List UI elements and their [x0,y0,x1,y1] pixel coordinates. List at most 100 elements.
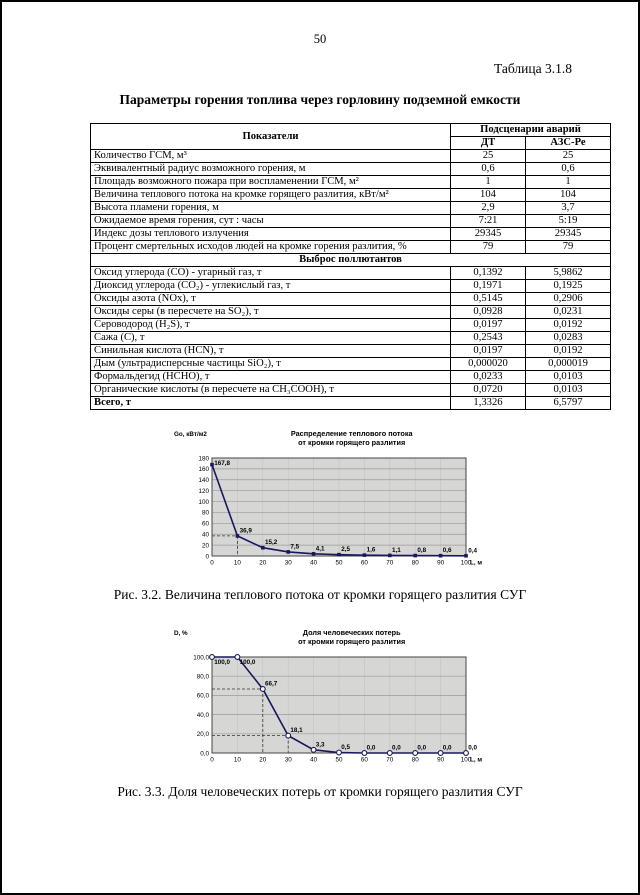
svg-text:120: 120 [198,488,209,495]
row-value: 0,000019 [524,357,612,371]
svg-text:7,5: 7,5 [290,543,299,550]
figure-human-losses: 0,0 20,0 40,0 60,0 80,0 100,0 100,0 100,0 66,7 18… [172,623,638,778]
svg-text:0,4: 0,4 [468,547,477,554]
row-value: 0,1392 [450,266,526,280]
svg-text:60,0: 60,0 [197,693,210,700]
row-value: 0,5145 [450,292,526,306]
row-label: Процент смертельных исходов людей на кро… [90,240,451,254]
row-value: 0,0283 [524,331,612,345]
row-value: 29345 [524,227,612,241]
page-number: 50 [313,32,327,46]
svg-text:0,0: 0,0 [468,745,477,752]
svg-text:60: 60 [202,521,210,528]
row-label: Оксиды серы (в пересчете на SO₂), т [90,305,451,319]
row-label: Диоксид углерода (CO₂) - углекислый газ,… [90,279,451,293]
row-value: 0,0103 [524,383,612,397]
svg-text:20: 20 [259,757,267,764]
row-label: Синильная кислота (HCN), т [90,344,451,358]
table-row: Процент смертельных исходов людей на кро… [90,240,612,254]
row-value: 5:19 [524,214,612,228]
table-row: Диоксид углерода (CO₂) - углекислый газ,… [90,279,612,293]
svg-text:0,8: 0,8 [417,547,426,554]
figure-caption: Рис. 3.2. Величина теплового потока от к… [113,587,527,602]
table-row: Ожидаемое время горения, сут : часы 7:21 5… [90,214,612,228]
svg-text:L, м: L, м [470,757,482,764]
svg-text:160: 160 [198,466,209,473]
svg-text:1,1: 1,1 [392,547,401,554]
table-row: Синильная кислота (HCN), т 0,0197 0,0192 [90,344,612,358]
svg-text:0,0: 0,0 [443,745,452,752]
row-value: 6,5797 [524,396,612,410]
svg-text:60: 60 [361,560,369,567]
row-value: 1 [450,175,526,189]
row-value: 104 [524,188,612,202]
svg-text:0,0: 0,0 [417,745,426,752]
svg-text:Gо, кВт/м2: Gо, кВт/м2 [174,431,207,438]
table-header-row-2: ДТ АЗС-Ре [91,136,612,150]
svg-text:100: 100 [461,757,472,764]
heat-flux-chart: 020406080100120140160180167,836,915,27,5… [174,429,482,567]
row-value: 0,0192 [524,344,612,358]
table-number-label: Таблица 3.1.8 [494,61,572,76]
row-value: 104 [450,188,526,202]
row-value: 0,0192 [524,318,612,332]
svg-text:50: 50 [335,757,343,764]
row-value: 0,2543 [450,331,526,345]
table-row: Величина теплового потока на кромке горя… [90,188,612,202]
svg-text:36,9: 36,9 [240,527,253,534]
row-value: 0,0720 [450,383,526,397]
row-label: Ожидаемое время горения, сут : часы [90,214,451,228]
svg-text:70: 70 [386,757,394,764]
row-value: 0,1925 [524,279,612,293]
row-label: Количество ГСМ, м³ [90,149,451,163]
row-value: 29345 [450,227,526,241]
svg-text:80: 80 [412,757,420,764]
row-value: 0,0231 [524,305,612,319]
section-header: Выброс поллютантов [89,253,612,267]
table-row: Сероводород (H₂S), т 0,0197 0,0192 [90,318,612,332]
row-value: 79 [450,240,526,254]
row-label: Оксид углерода (CO) - угарный газ, т [90,266,451,280]
row-value: 1,3326 [450,396,526,410]
svg-text:0: 0 [210,757,214,764]
row-label: Сажа (C), т [90,331,451,345]
svg-text:от кромки горящего разлития: от кромки горящего разлития [298,637,405,646]
parameters-table: Показатели Подсценарии аварий ДТ АЗС-Ре … [89,123,612,410]
svg-text:60: 60 [361,757,369,764]
svg-text:18,1: 18,1 [290,727,303,734]
row-value: 0,2906 [524,292,612,306]
svg-text:0,0: 0,0 [392,745,401,752]
row-value: 3,7 [524,201,612,215]
svg-text:180: 180 [198,455,209,462]
svg-text:40: 40 [310,560,318,567]
col-header-dt: ДТ [450,136,526,150]
svg-text:90: 90 [437,757,445,764]
svg-text:0,0: 0,0 [367,745,376,752]
svg-text:3,3: 3,3 [316,741,325,748]
table-row: Эквивалентный радиус возможного горения,… [90,162,612,176]
svg-text:10: 10 [234,757,242,764]
table-row: Оксиды азота (NOx), т 0,5145 0,2906 [90,292,612,306]
svg-text:0: 0 [205,553,209,560]
svg-text:100: 100 [198,499,209,506]
svg-text:100,0: 100,0 [214,659,230,666]
row-value: 25 [450,149,526,163]
svg-text:100,0: 100,0 [193,654,209,661]
svg-text:70: 70 [386,560,394,567]
row-label: Оксиды азота (NOx), т [90,292,451,306]
table-row: Формальдегид (HCHO), т 0,0233 0,0103 [90,370,612,384]
row-value: 2,9 [450,201,526,215]
svg-text:40,0: 40,0 [197,712,210,719]
row-value: 79 [524,240,612,254]
svg-text:20,0: 20,0 [197,731,210,738]
table-row: Органические кислоты (в пересчете на CH₃… [90,383,612,397]
row-label: Площадь возможного пожара при воспламене… [90,175,451,189]
svg-text:30: 30 [285,757,293,764]
table-row: Индекс дозы теплового излучения 29345 2934… [90,227,612,241]
svg-text:Распределение теплового потока: Распределение теплового потока [291,429,414,438]
svg-text:L, м: L, м [470,560,482,567]
row-label: Всего, т [90,396,451,410]
svg-text:Доля человеческих потерь: Доля человеческих потерь [303,628,401,637]
